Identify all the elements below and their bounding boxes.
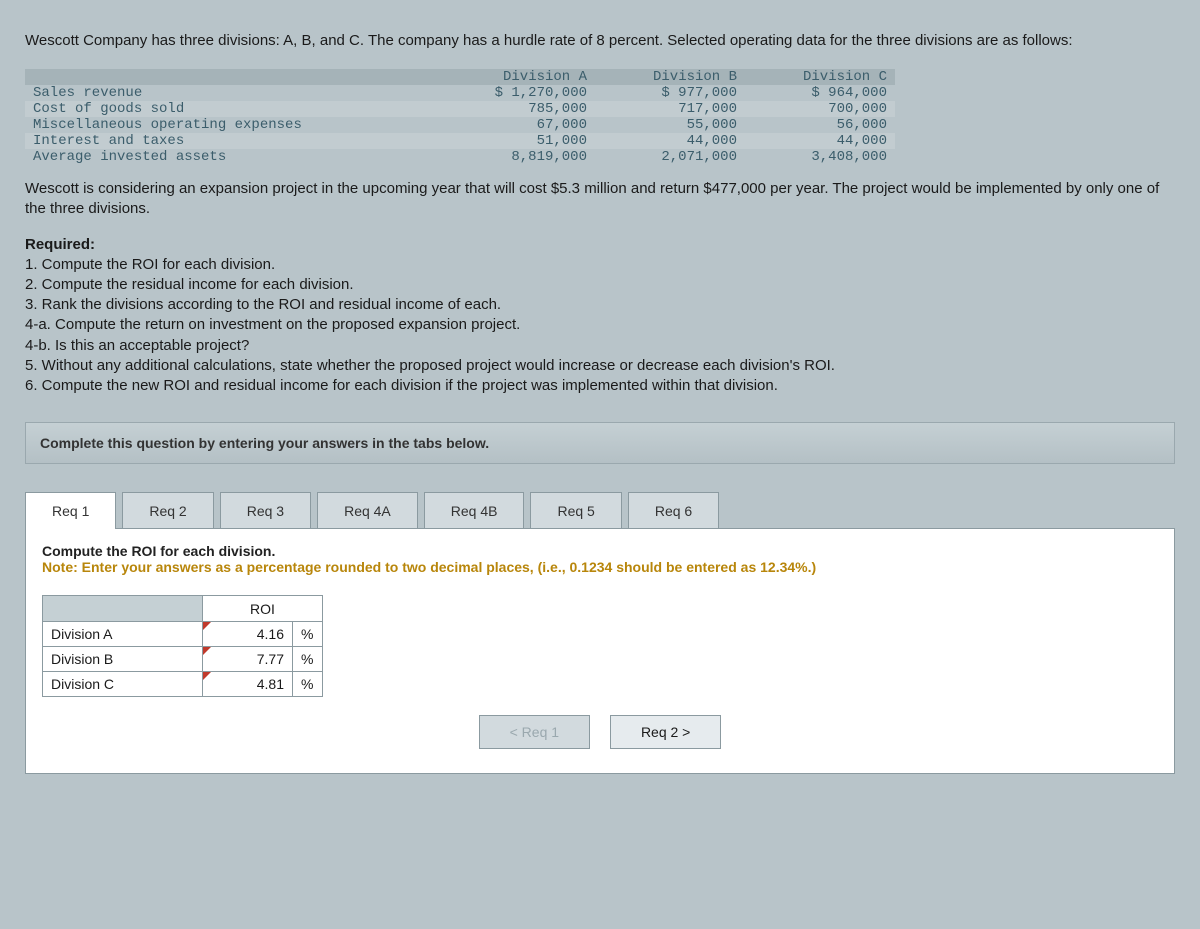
required-item: 3. Rank the divisions according to the R… [25,295,1175,315]
row-label: Cost of goods sold [25,101,445,117]
cell: 717,000 [595,101,745,117]
flag-icon [203,672,211,680]
instruction-banner: Complete this question by entering your … [25,422,1175,464]
row-label: Average invested assets [25,149,445,165]
tab-panel: Compute the ROI for each division. Note:… [25,528,1175,774]
prev-button: < Req 1 [479,715,590,749]
required-item: 2. Compute the residual income for each … [25,275,1175,295]
operating-data-table: Division A Division B Division C Sales r… [25,69,895,165]
col-header-a: Division A [445,69,595,85]
roi-unit: % [293,622,323,647]
tab-req2[interactable]: Req 2 [122,492,213,529]
roi-value: 4.81 [257,676,284,692]
cell: 2,071,000 [595,149,745,165]
flag-icon [203,647,211,655]
cell: 55,000 [595,117,745,133]
roi-row-label: Division A [43,622,203,647]
required-item: 5. Without any additional calculations, … [25,356,1175,376]
row-label: Interest and taxes [25,133,445,149]
cell: 785,000 [445,101,595,117]
row-label: Sales revenue [25,85,445,101]
col-header-c: Division C [745,69,895,85]
cell: 8,819,000 [445,149,595,165]
roi-input[interactable]: 4.16 [203,622,293,647]
roi-row-label: Division B [43,647,203,672]
required-item: 1. Compute the ROI for each division. [25,255,1175,275]
roi-value: 4.16 [257,626,284,642]
expansion-text: Wescott is considering an expansion proj… [25,179,1175,220]
roi-col-header: ROI [203,596,323,622]
roi-unit: % [293,647,323,672]
roi-table: ROI Division A 4.16 % Division B 7.77 % … [42,595,323,697]
cell: 44,000 [745,133,895,149]
cell: $ 1,270,000 [445,85,595,101]
panel-note: Note: Enter your answers as a percentage… [42,559,1158,575]
required-item: 4-a. Compute the return on investment on… [25,315,1175,335]
cell: $ 977,000 [595,85,745,101]
roi-input[interactable]: 7.77 [203,647,293,672]
required-item: 6. Compute the new ROI and residual inco… [25,376,1175,396]
roi-blank-header [43,596,203,622]
tab-req3[interactable]: Req 3 [220,492,311,529]
required-block: Required: 1. Compute the ROI for each di… [25,236,1175,397]
nav-buttons: < Req 1 Req 2 > [42,715,1158,749]
panel-title: Compute the ROI for each division. [42,543,1158,559]
cell: 56,000 [745,117,895,133]
tab-req4b[interactable]: Req 4B [424,492,525,529]
next-button[interactable]: Req 2 > [610,715,721,749]
tab-req5[interactable]: Req 5 [530,492,621,529]
col-header-b: Division B [595,69,745,85]
roi-unit: % [293,672,323,697]
cell: 700,000 [745,101,895,117]
row-label: Miscellaneous operating expenses [25,117,445,133]
tab-req4a[interactable]: Req 4A [317,492,418,529]
cell: 44,000 [595,133,745,149]
flag-icon [203,622,211,630]
tab-req1[interactable]: Req 1 [25,492,116,529]
cell: 51,000 [445,133,595,149]
blank-header [25,69,445,85]
required-heading: Required: [25,236,1175,253]
roi-value: 7.77 [257,651,284,667]
cell: $ 964,000 [745,85,895,101]
tab-req6[interactable]: Req 6 [628,492,719,529]
roi-row-label: Division C [43,672,203,697]
roi-input[interactable]: 4.81 [203,672,293,697]
tab-strip: Req 1 Req 2 Req 3 Req 4A Req 4B Req 5 Re… [25,492,1175,529]
required-item: 4-b. Is this an acceptable project? [25,336,1175,356]
cell: 67,000 [445,117,595,133]
cell: 3,408,000 [745,149,895,165]
intro-text: Wescott Company has three divisions: A, … [25,30,1175,51]
